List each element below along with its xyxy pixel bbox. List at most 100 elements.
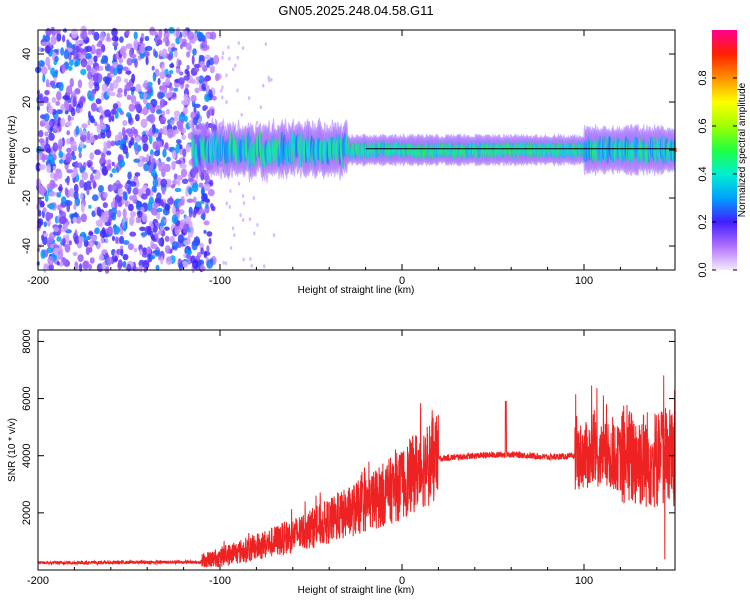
spectrogram-noise-cell [201,193,208,202]
spectrogram-noise-cell [52,165,57,171]
spectrogram-noise-cell [171,214,178,225]
spectrogram-noise-cell [200,247,204,255]
spectrogram-noise-cell [78,152,82,159]
spectrogram-noise-cell [200,214,204,220]
spectrogram-noise-cell [53,49,59,53]
spectrogram-noise-cell [146,246,152,255]
spectrogram-noise-cell [119,48,126,56]
spectrogram-noise-cell [186,64,190,70]
spectrogram-noise-cell [72,251,78,257]
y-tick-label: 20 [21,96,33,108]
spectrogram-noise-cell [171,160,176,171]
spectrogram-noise-cell [193,63,201,68]
spectrogram-noise-cell [106,88,111,96]
spectrogram-noise-cell [114,200,118,211]
spectrogram-noise-cell [139,264,143,273]
spectrogram-noise-cell [152,178,159,188]
spectrogram-noise-cell [229,189,232,193]
spectrogram-noise-cell [122,208,127,219]
spectrogram-noise-cell [85,45,92,52]
spectrogram-noise-cell [80,68,87,76]
spectrogram-noise-cell [46,247,54,254]
spectrogram-noise-cell [43,221,47,228]
spectrogram-noise-cell [181,261,189,268]
x-tick-label: -200 [27,575,49,587]
spectrogram-noise-cell [144,51,150,58]
spectrogram-noise-cell [43,113,50,122]
spectrogram-noise-cell [103,141,107,148]
spectrogram-noise-cell [43,143,51,152]
spectrogram-noise-cell [106,32,110,41]
spectrogram-noise-cell [166,183,172,188]
spectrogram-noise-cell [206,259,214,269]
spectrogram-noise-cell [72,216,77,223]
spectrogram-noise-cell [44,193,49,203]
spectrogram-noise-cell [198,182,204,188]
spectrogram-noise-cell [150,234,156,241]
spectrogram-noise-cell [158,92,165,98]
spectrogram-noise-cell [191,241,198,251]
spectrogram-noise-cell [73,191,79,200]
spectrogram-noise-cell [157,78,161,85]
spectrogram-noise-cell [166,128,174,139]
spectrogram-noise-cell [164,163,171,173]
spectrogram-noise-cell [63,258,69,268]
spectrogram-noise-cell [128,195,136,201]
spectrogram-noise-cell [116,249,120,255]
spectrogram-noise-cell [208,65,215,70]
spectrogram-noise-cell [227,45,230,50]
spectrogram-noise-cell [95,170,101,180]
spectrogram-noise-cell [112,235,115,242]
spectrogram-noise-cell [91,235,97,241]
spectrogram-noise-cell [186,198,194,203]
spectrogram-noise-cell [45,27,52,37]
spectrogram-noise-cell [112,103,119,110]
spectrogram-noise-cell [122,216,128,222]
spectrogram-noise-cell [73,183,79,194]
spectrogram-noise-cell [122,192,128,201]
spectrogram-noise-cell [115,236,119,244]
spectrogram-noise-cell [101,83,108,93]
spectrogram-noise-cell [50,191,55,196]
spectrogram-noise-cell [194,66,200,73]
spectrogram-noise-cell [221,51,225,56]
spectrogram-noise-cell [160,219,164,227]
spectrogram-noise-cell [186,249,192,256]
spectrogram-noise-cell [79,141,85,149]
spectrogram-noise-cell [106,163,112,171]
spectrogram-noise-cell [38,209,42,217]
spectrogram-noise-cell [125,200,129,208]
spectrogram-noise-cell [67,114,72,122]
spectrogram-noise-cell [80,213,87,223]
spectrogram-noise-cell [53,172,58,180]
spectrogram-noise-cell [134,58,138,68]
y-tick-label: -40 [21,238,33,254]
spectrogram-noise-cell [45,56,51,67]
spectrogram-noise-cell [45,79,50,88]
spectrogram-noise-cell [77,254,84,263]
spectrogram-noise-cell [150,255,155,260]
spectrogram-noise-cell [90,44,96,55]
spectrogram-noise-cell [117,262,122,270]
spectrogram-noise-cell [187,177,194,182]
spectrogram-noise-cell [163,226,170,231]
spectrogram-noise-cell [64,110,69,115]
spectrogram-noise-cell [64,243,71,253]
snr-panel: -200 -100 0 100 2000 4000 6000 8000 Height of s… [7,329,676,596]
spectrogram-noise-cell [111,161,115,167]
spectrogram-noise-cell [237,181,241,186]
spectrogram-noise-cell [242,257,245,262]
spectrogram-noise-cell [41,153,46,163]
spectrogram-noise-cell [126,30,130,35]
spectrogram-noise-cell [182,106,188,115]
spectrogram-noise-cell [71,154,77,161]
spectrogram-noise-cell [96,206,102,217]
y-tick-label: 2000 [21,501,33,525]
spectrogram-noise-cell [159,85,163,91]
spectrogram-noise-cell [105,76,111,85]
spectrogram-noise-cell [56,32,62,42]
spectrogram-noise-cell [76,107,81,114]
spectrogram-noise-cell [125,43,133,49]
spectrogram-noise-cell [169,63,175,68]
spectrogram-noise-cell [170,43,176,49]
